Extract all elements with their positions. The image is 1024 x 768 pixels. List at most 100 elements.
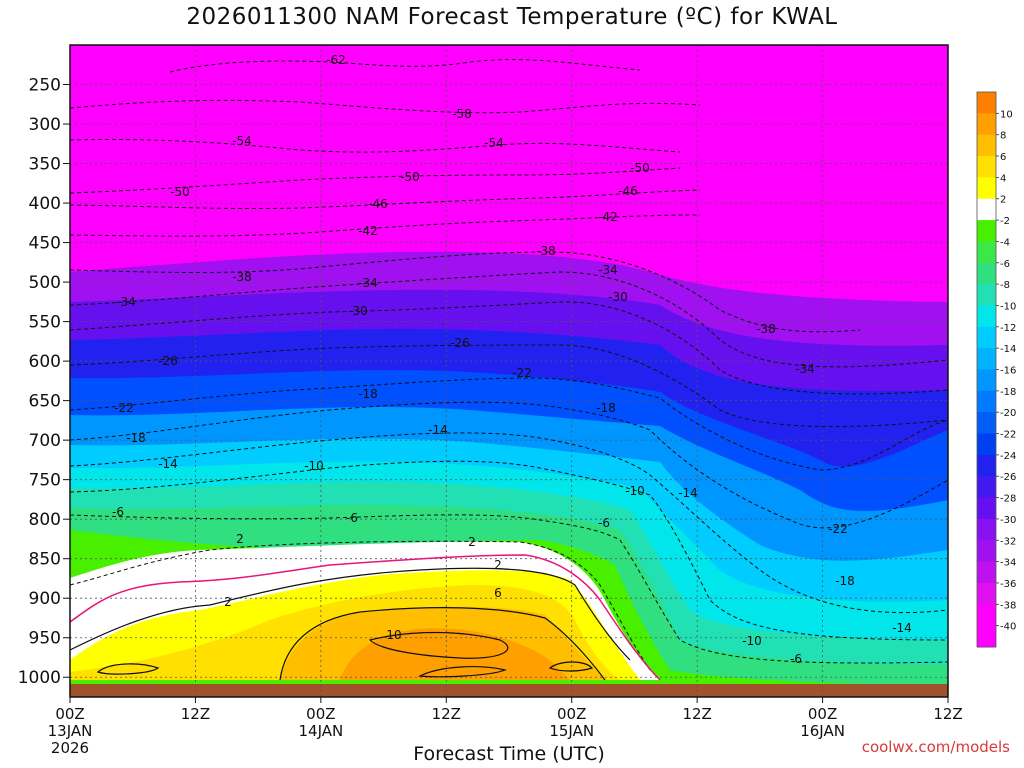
colorbar-label: -28 <box>1000 494 1016 505</box>
colorbar: 10 8 6 4 2 -2 -4 -6 -8 -10 -12 -14 -16 -18 -20 -22 -24 -2… <box>976 91 1016 648</box>
x-tick-label: 00Z <box>557 705 586 723</box>
colorbar-swatch <box>977 497 996 520</box>
isotherm-label: -22 <box>114 401 134 415</box>
warm-contours <box>69 567 631 681</box>
isotherm-label: -6 <box>346 511 358 525</box>
colorbar-label: -38 <box>1000 600 1016 611</box>
colorbar-swatch <box>977 177 996 200</box>
colorbar-swatch <box>977 561 996 584</box>
contour-minus10 <box>69 460 949 641</box>
isotherm-label: -50 <box>630 161 650 175</box>
isotherm-label: 10 <box>386 628 401 642</box>
x-tick-year: 2026 <box>51 739 89 757</box>
band-deep-orange <box>340 628 570 680</box>
contour-10b <box>368 631 509 659</box>
x-tick-date: 16JAN <box>800 722 845 740</box>
colorbar-label: 8 <box>1000 131 1006 142</box>
colorbar-swatch <box>977 412 996 435</box>
isotherm-label: -10 <box>742 634 762 648</box>
chart-title: 2026011300 NAM Forecast Temperature (ºC)… <box>186 4 838 30</box>
colorbar-label: 2 <box>1000 195 1006 206</box>
colorbar-swatch <box>977 113 996 136</box>
isotherm-label: -6 <box>112 505 124 519</box>
isotherm-label: -18 <box>835 574 855 588</box>
colorbar-swatch <box>977 625 996 648</box>
isotherm-lines <box>69 59 949 671</box>
isotherm-label: -10 <box>304 459 324 473</box>
colorbar-label: -24 <box>1000 451 1016 462</box>
contour-small-left <box>96 663 160 675</box>
colorbar-swatch <box>977 92 996 114</box>
colorbar-swatch <box>977 134 996 157</box>
y-tick-label: 900 <box>29 589 61 609</box>
colorbar-label: -4 <box>1000 237 1010 248</box>
colorbar-swatch <box>977 156 996 178</box>
isotherm-label: -22 <box>828 522 848 536</box>
isotherm-label: -18 <box>596 401 616 415</box>
credit-link[interactable]: coolwx.com/models <box>861 738 1010 756</box>
contour-minus58 <box>69 99 701 114</box>
x-tick-label: 00Z <box>55 705 84 723</box>
isotherm-label: -58 <box>452 107 472 121</box>
freezing-line <box>69 554 661 681</box>
contour-10 <box>279 607 606 681</box>
contour-minus46 <box>69 189 701 210</box>
contour-minus30 <box>69 301 949 395</box>
isotherm-label: 6 <box>494 586 502 600</box>
y-tick-label: 550 <box>29 313 61 333</box>
colorbar-label: -26 <box>1000 472 1016 483</box>
colorbar-swatch <box>977 241 996 264</box>
isotherm-label: -38 <box>536 244 556 258</box>
x-tick-label: 12Z <box>432 705 461 723</box>
y-tick-label: 650 <box>29 392 61 412</box>
y-tick-label: 750 <box>29 471 61 491</box>
isotherm-label: 2 <box>236 532 244 546</box>
isotherm-label: -50 <box>170 185 190 199</box>
isotherm-label: -62 <box>326 53 346 67</box>
colorbar-swatch <box>977 604 996 627</box>
isotherm-label: -38 <box>756 322 776 336</box>
colorbar-label: 6 <box>1000 152 1006 163</box>
colorbar-swatch <box>977 540 996 563</box>
plot-frame <box>69 44 949 698</box>
colorbar-label: -40 <box>1000 622 1016 633</box>
isotherm-label: -26 <box>450 336 470 350</box>
y-tick-label: 1000 <box>18 668 61 688</box>
y-tick-label: 600 <box>29 352 61 372</box>
x-tick-label: 12Z <box>682 705 711 723</box>
contour-minus54 <box>69 138 681 153</box>
y-tick-label: 450 <box>29 234 61 254</box>
colorbar-label: -20 <box>1000 408 1016 419</box>
contour-6 <box>69 567 631 661</box>
isotherm-label: 2 <box>468 535 476 549</box>
isotherm-label: -10 <box>625 484 645 498</box>
colorbar-label: -2 <box>1000 216 1010 227</box>
contour-minus26 <box>69 344 949 428</box>
contour-minus14 <box>69 432 949 614</box>
ground-surface <box>70 684 948 697</box>
y-tick-label: 400 <box>29 194 61 214</box>
contour-minus18 <box>69 401 949 529</box>
x-tick-label: 00Z <box>808 705 837 723</box>
colorbar-label: 4 <box>1000 173 1006 184</box>
colorbar-label: -16 <box>1000 366 1016 377</box>
colorbar-swatch <box>977 262 996 285</box>
isotherm-label: -30 <box>608 290 628 304</box>
y-tick-label: 800 <box>29 510 61 530</box>
y-tick-label: 350 <box>29 155 61 175</box>
x-axis-label: Forecast Time (UTC) <box>413 743 604 765</box>
colorbar-swatch <box>977 198 996 221</box>
isotherm-label: -46 <box>618 184 638 198</box>
isotherm-label: -26 <box>158 354 178 368</box>
isotherm-label: -34 <box>358 276 378 290</box>
temperature-field <box>70 251 948 698</box>
colorbar-label: -6 <box>1000 259 1010 270</box>
contour-small-right <box>548 661 594 672</box>
isotherm-label: -34 <box>598 263 618 277</box>
colorbar-label: -18 <box>1000 387 1016 398</box>
isotherm-label: -38 <box>232 270 252 284</box>
colorbar-swatch <box>977 326 996 349</box>
x-tick-label: 00Z <box>306 705 335 723</box>
isotherm-label: -42 <box>598 210 618 224</box>
